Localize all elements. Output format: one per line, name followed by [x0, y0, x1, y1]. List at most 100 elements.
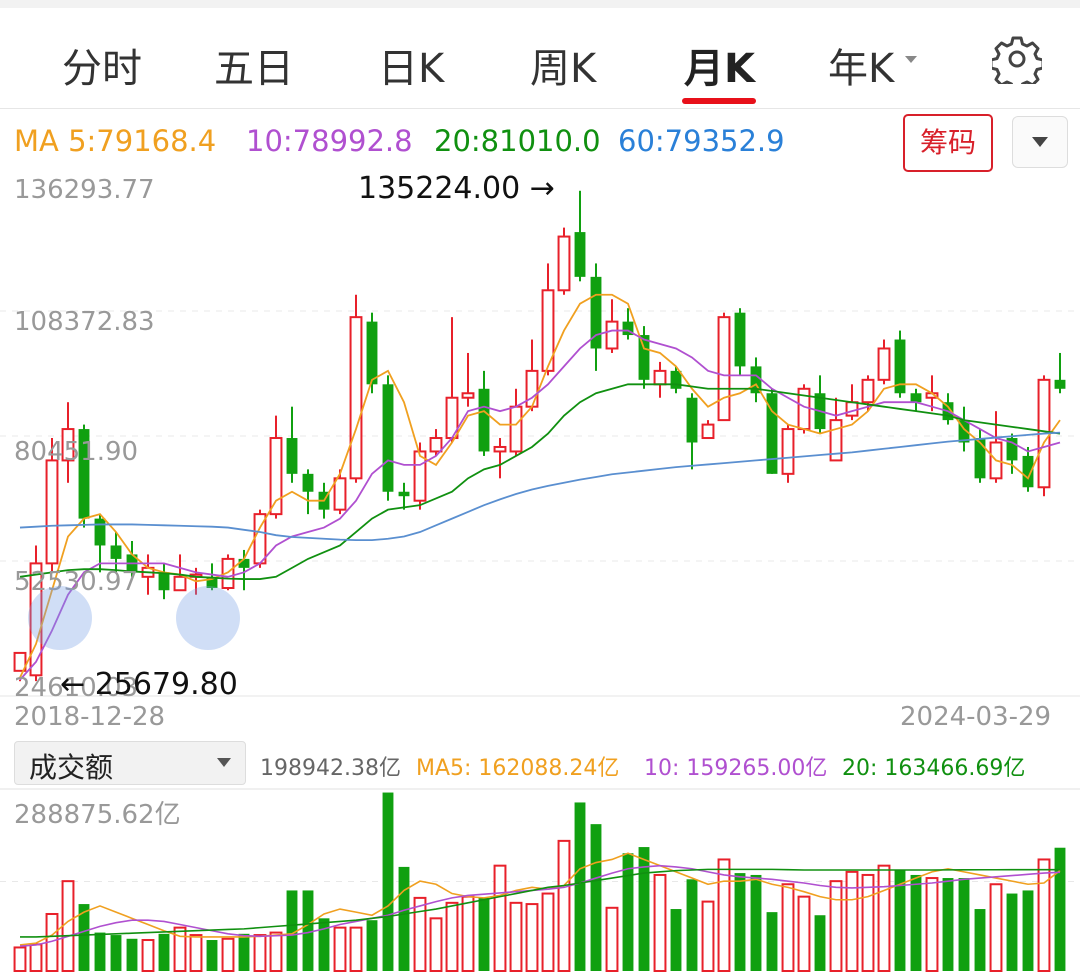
- volume-bar[interactable]: [413, 896, 427, 972]
- volume-bar[interactable]: [670, 909, 682, 971]
- volume-bar[interactable]: [974, 909, 986, 971]
- candle[interactable]: [766, 388, 778, 474]
- candle[interactable]: [781, 424, 795, 483]
- candle[interactable]: [1006, 433, 1018, 474]
- volume-bar[interactable]: [269, 931, 283, 972]
- candle[interactable]: [349, 294, 363, 483]
- candle[interactable]: [398, 482, 410, 510]
- candle[interactable]: [557, 227, 571, 295]
- candle[interactable]: [110, 532, 122, 573]
- volume-bar[interactable]: [766, 912, 778, 971]
- volume-bar[interactable]: [221, 937, 235, 972]
- volume-bar[interactable]: [206, 940, 218, 971]
- candle[interactable]: [413, 442, 427, 510]
- volume-bar[interactable]: [478, 897, 490, 971]
- volume-bar[interactable]: [653, 873, 667, 972]
- volume-bar[interactable]: [302, 890, 314, 971]
- candle[interactable]: [302, 469, 314, 515]
- volume-bar[interactable]: [158, 933, 170, 971]
- candle[interactable]: [286, 406, 298, 483]
- candle[interactable]: [429, 429, 443, 456]
- candle[interactable]: [653, 361, 667, 398]
- volume-bar[interactable]: [189, 934, 203, 972]
- volume-bar[interactable]: [238, 933, 250, 971]
- volume-bar[interactable]: [605, 906, 619, 972]
- volume-bar[interactable]: [509, 901, 523, 972]
- volume-bar[interactable]: [686, 879, 698, 971]
- volume-bar[interactable]: [1006, 893, 1018, 971]
- candle[interactable]: [942, 393, 954, 425]
- volume-bar[interactable]: [429, 917, 443, 973]
- volume-bar[interactable]: [590, 824, 602, 971]
- volume-bar[interactable]: [910, 874, 922, 971]
- volume-bar[interactable]: [750, 874, 762, 971]
- candle[interactable]: [750, 357, 762, 403]
- tab-yearly-k[interactable]: 年K: [828, 46, 895, 92]
- volume-bar[interactable]: [398, 866, 410, 971]
- candle[interactable]: [605, 299, 619, 353]
- candle[interactable]: [493, 438, 507, 479]
- candle[interactable]: [333, 469, 347, 515]
- candle[interactable]: [238, 549, 250, 591]
- candle[interactable]: [382, 375, 394, 501]
- volume-bar[interactable]: [461, 895, 475, 972]
- tab-monthly-k[interactable]: 月K: [684, 46, 755, 92]
- volume-bar[interactable]: [1037, 858, 1051, 972]
- volume-bar[interactable]: [845, 870, 859, 972]
- volume-bar[interactable]: [574, 802, 586, 971]
- volume-bar[interactable]: [366, 920, 378, 971]
- candlestick-chart[interactable]: [0, 176, 1080, 698]
- volume-bar[interactable]: [141, 939, 155, 972]
- gear-icon[interactable]: [992, 34, 1042, 84]
- volume-bar[interactable]: [382, 792, 394, 971]
- tab-intraday[interactable]: 分时: [62, 46, 142, 92]
- volume-bar[interactable]: [13, 946, 27, 973]
- candle[interactable]: [173, 554, 187, 592]
- volume-bar[interactable]: [894, 869, 906, 971]
- candle[interactable]: [717, 312, 731, 422]
- candle[interactable]: [590, 263, 602, 371]
- candle[interactable]: [797, 384, 811, 434]
- candle[interactable]: [894, 330, 906, 398]
- tab-five-day[interactable]: 五日: [214, 46, 294, 92]
- volume-bar[interactable]: [253, 934, 267, 972]
- volume-bar[interactable]: [333, 926, 347, 972]
- volume-bar[interactable]: [861, 873, 875, 972]
- candle[interactable]: [701, 420, 715, 440]
- candle[interactable]: [13, 651, 27, 682]
- candle[interactable]: [1022, 446, 1034, 492]
- candle[interactable]: [686, 393, 698, 470]
- volume-bar[interactable]: [814, 915, 826, 971]
- candle[interactable]: [734, 308, 746, 376]
- volume-bar[interactable]: [829, 880, 843, 972]
- candle[interactable]: [478, 370, 490, 456]
- volume-bar[interactable]: [445, 901, 459, 972]
- event-marker[interactable]: [28, 586, 92, 650]
- volume-bar[interactable]: [989, 883, 1003, 972]
- candle[interactable]: [269, 415, 283, 519]
- volume-bar[interactable]: [717, 858, 731, 972]
- volume-bar[interactable]: [173, 926, 187, 972]
- volume-bar[interactable]: [942, 878, 954, 971]
- candle[interactable]: [910, 388, 922, 412]
- candle[interactable]: [989, 411, 1003, 483]
- event-marker[interactable]: [176, 586, 240, 650]
- volume-bar[interactable]: [622, 853, 634, 971]
- volume-bar[interactable]: [958, 878, 970, 971]
- candle[interactable]: [509, 388, 523, 456]
- candle[interactable]: [622, 308, 634, 340]
- candle[interactable]: [141, 554, 155, 595]
- candle[interactable]: [574, 190, 586, 282]
- volume-bar[interactable]: [94, 932, 106, 971]
- tab-weekly-k[interactable]: 周K: [530, 46, 597, 92]
- volume-chart[interactable]: [0, 788, 1080, 973]
- candle[interactable]: [877, 339, 891, 385]
- volume-bar[interactable]: [110, 935, 122, 971]
- caret-down-icon[interactable]: [905, 56, 917, 63]
- indicator-dropdown-button[interactable]: [1012, 116, 1068, 168]
- volume-bar[interactable]: [525, 903, 539, 972]
- volume-bar[interactable]: [925, 877, 939, 972]
- candle[interactable]: [638, 326, 650, 389]
- volume-indicator-dropdown[interactable]: 成交额: [14, 741, 246, 785]
- candle[interactable]: [670, 366, 682, 394]
